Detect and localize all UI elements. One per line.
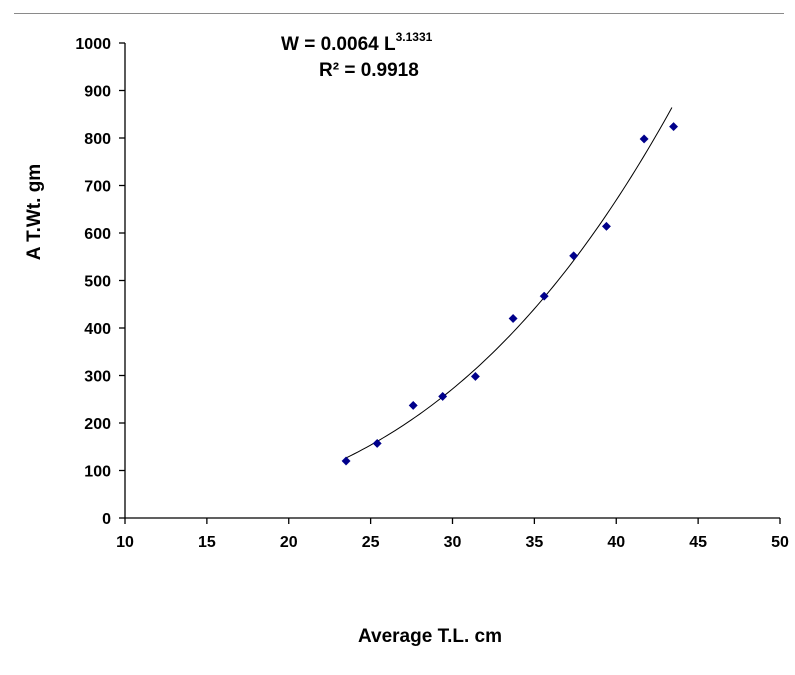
data-point (341, 456, 351, 466)
x-tick-label: 30 (444, 534, 462, 551)
data-point (508, 313, 518, 324)
data-point (601, 221, 611, 231)
y-tick-label: 500 (84, 274, 111, 291)
data-point (470, 371, 480, 382)
x-tick-label: 25 (362, 534, 380, 551)
x-tick-label: 50 (771, 534, 789, 551)
data-point (569, 251, 579, 261)
x-tick-label: 15 (198, 534, 216, 551)
plot-area: 0 100 200 300 400 500 600 700 800 900 1000 10 15 20 25… (75, 36, 789, 551)
top-divider-line (14, 13, 784, 14)
x-tick-label: 10 (116, 534, 134, 551)
x-tick-label: 40 (607, 534, 625, 551)
equation-annotation: W = 0.0064 L3.1331 (281, 30, 433, 55)
data-point (639, 134, 649, 144)
data-point (372, 438, 382, 448)
power-trendline (345, 107, 673, 459)
x-axis-title: Average T.L. cm (358, 626, 502, 647)
x-tick-label: 35 (525, 534, 543, 551)
y-tick-label: 1000 (75, 36, 111, 53)
x-tick-label: 20 (280, 534, 298, 551)
data-point (438, 391, 448, 401)
r-squared-annotation: R² = 0.9918 (319, 60, 419, 81)
data-point (539, 291, 549, 301)
y-tick-label: 0 (102, 511, 111, 528)
y-tick-label: 200 (84, 416, 111, 433)
y-axis-title: A T.Wt. gm (24, 164, 45, 260)
data-points (341, 122, 679, 466)
y-tick-label: 100 (84, 464, 111, 481)
y-tick-label: 700 (84, 179, 111, 196)
data-point (408, 400, 418, 410)
y-tick-label: 900 (84, 84, 111, 101)
x-tick-label: 45 (689, 534, 707, 551)
trendline-layer (345, 107, 673, 459)
y-tick-label: 800 (84, 131, 111, 148)
data-point (669, 122, 679, 132)
y-tick-label: 400 (84, 321, 111, 338)
y-tick-label: 300 (84, 369, 111, 386)
y-tick-label: 600 (84, 226, 111, 243)
